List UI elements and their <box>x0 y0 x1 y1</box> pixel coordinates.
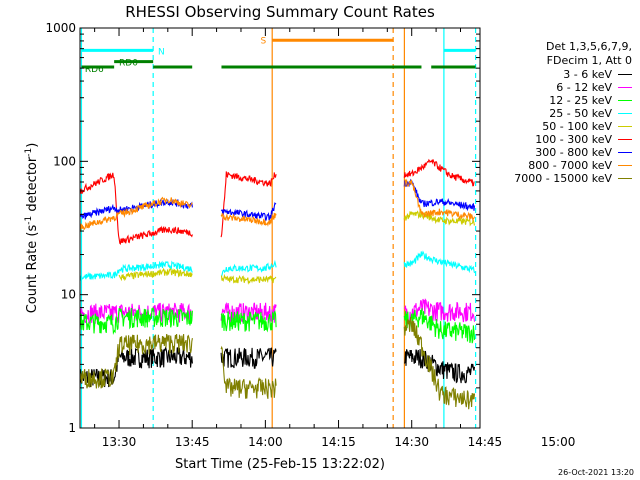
legend-swatch <box>618 87 632 88</box>
y-axis-ticks: 1 10 100 1000 <box>45 21 480 435</box>
y-tick-label: 1 <box>68 421 76 435</box>
flag-label: N <box>158 47 165 57</box>
y-tick-label: 1000 <box>45 21 76 35</box>
y-tick-label: 10 <box>61 288 76 302</box>
series-line <box>80 317 476 410</box>
flag-label: RD0 <box>119 59 138 69</box>
flag-label: S <box>260 36 266 46</box>
series-line <box>80 346 476 389</box>
legend-swatch <box>618 126 632 127</box>
x-axis-label: Start Time (25-Feb-15 13:22:02) <box>175 457 385 472</box>
legend-label: 300 - 800 keV <box>535 146 612 159</box>
x-axis-ticks: 13:30 13:45 14:00 14:15 14:30 14:45 15:00 <box>94 28 576 449</box>
legend-label: 100 - 300 keV <box>535 133 612 146</box>
plot-frame <box>79 27 481 429</box>
legend-entry: 3 - 6 keV <box>482 68 632 81</box>
legend-swatch <box>618 178 632 179</box>
legend-swatch <box>618 152 632 153</box>
legend-entry: 300 - 800 keV <box>482 146 632 159</box>
series-line <box>80 250 476 281</box>
series-layer <box>80 158 476 410</box>
y-tick-label: 100 <box>53 154 76 168</box>
legend-entry: 25 - 50 keV <box>482 107 632 120</box>
legend-label: 25 - 50 keV <box>549 107 612 120</box>
legend-entry: 12 - 25 keV <box>482 94 632 107</box>
legend-entry: 100 - 300 keV <box>482 133 632 146</box>
date-stamp: 26-Oct-2021 13:20 <box>558 468 634 477</box>
legend-entry: 7000 - 15000 keV <box>482 172 632 185</box>
series-line <box>80 158 475 245</box>
x-tick-label: 13:45 <box>175 435 210 449</box>
legend-swatch <box>618 165 632 166</box>
flag-label: RD6 <box>85 65 104 75</box>
x-tick-label: 14:15 <box>321 435 356 449</box>
vertical-markers <box>80 28 477 428</box>
legend-rows: 3 - 6 keV 6 - 12 keV 12 - 25 keV 25 - 50 ke… <box>482 68 632 185</box>
legend-header-line: Det 1,3,5,6,7,9, <box>545 40 632 53</box>
x-tick-label: 14:30 <box>394 435 429 449</box>
legend-swatch <box>618 113 632 114</box>
series-line <box>118 210 476 285</box>
legend-label: 12 - 25 keV <box>549 94 612 107</box>
legend-label: 7000 - 15000 keV <box>514 172 612 185</box>
series-line <box>80 178 476 231</box>
legend-swatch <box>618 139 632 140</box>
legend-swatch <box>618 74 632 75</box>
legend-header-line: FDecim 1, Att 0 <box>546 54 632 67</box>
legend-entry: 6 - 12 keV <box>482 81 632 94</box>
series-line <box>80 306 476 344</box>
legend-label: 6 - 12 keV <box>556 81 612 94</box>
legend-label: 3 - 6 keV <box>563 68 612 81</box>
legend-label: 50 - 100 keV <box>542 120 612 133</box>
legend-swatch <box>618 100 632 101</box>
x-tick-label: 14:00 <box>248 435 283 449</box>
y-axis-label: Count Rate (s-1 detector-1) <box>24 143 40 314</box>
chart-title: RHESSI Observing Summary Count Rates <box>125 3 435 21</box>
x-tick-label: 14:45 <box>468 435 503 449</box>
flag-bars: N RD0 RD6 S <box>81 36 476 75</box>
legend-entry: 50 - 100 keV <box>482 120 632 133</box>
legend: Det 1,3,5,6,7,9, FDecim 1, Att 0 3 - 6 k… <box>482 40 632 185</box>
x-tick-label: 13:30 <box>102 435 137 449</box>
x-tick-label: 15:00 <box>541 435 576 449</box>
legend-entry: 800 - 7000 keV <box>482 159 632 172</box>
legend-label: 800 - 7000 keV <box>528 159 612 172</box>
